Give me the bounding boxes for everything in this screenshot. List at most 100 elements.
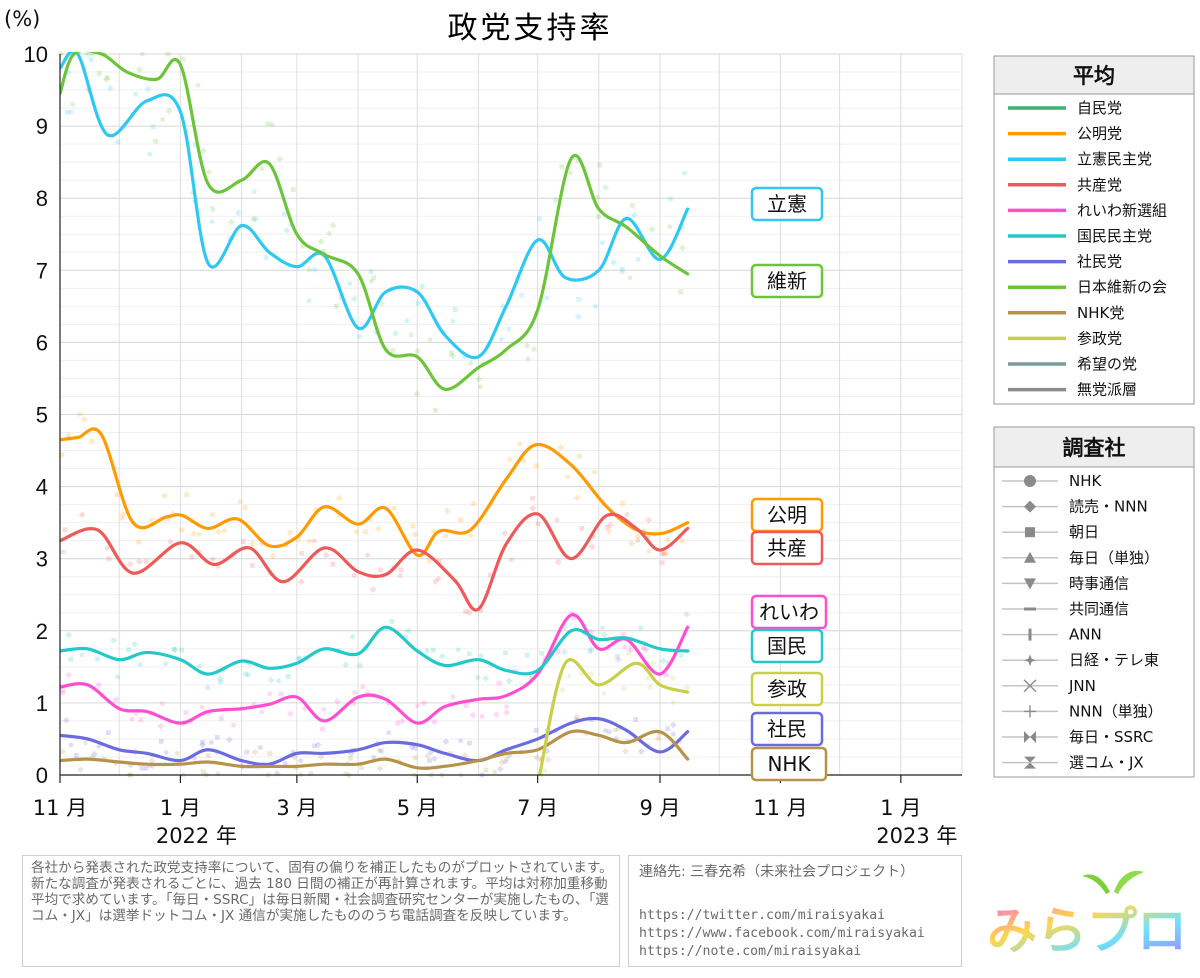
survey-point bbox=[189, 554, 194, 560]
survey-point bbox=[131, 640, 139, 648]
survey-point bbox=[645, 535, 651, 541]
survey-point bbox=[378, 748, 384, 754]
series-tag-label: 共産 bbox=[767, 536, 807, 560]
survey-point bbox=[679, 538, 685, 544]
survey-point bbox=[62, 716, 70, 724]
survey-point bbox=[660, 551, 665, 557]
survey-point bbox=[630, 211, 638, 219]
x-ticks: 11 月 1 月 3 月 5 月 7 月 9 月 11 月 1 月 2022 年 2023 年 bbox=[33, 796, 958, 848]
survey-point bbox=[251, 215, 259, 223]
survey-point bbox=[612, 727, 618, 733]
survey-point bbox=[311, 538, 317, 544]
survey-point bbox=[670, 731, 676, 737]
survey-point bbox=[665, 537, 671, 543]
survey-point bbox=[83, 740, 88, 746]
survey-point bbox=[508, 557, 514, 563]
x-year-label: 2023 年 bbox=[876, 824, 957, 848]
survey-point bbox=[597, 162, 603, 168]
survey-point bbox=[606, 521, 614, 529]
survey-point bbox=[287, 530, 293, 536]
survey-point bbox=[386, 730, 392, 736]
survey-point bbox=[614, 654, 620, 659]
survey-point bbox=[443, 507, 451, 515]
series-line-公明党 bbox=[60, 427, 690, 557]
survey-point bbox=[243, 671, 249, 677]
survey-point bbox=[326, 231, 332, 236]
twitter-link[interactable]: https://twitter.com/miraisyakai bbox=[639, 908, 886, 923]
survey-point bbox=[62, 527, 68, 533]
survey-point bbox=[285, 674, 291, 679]
survey-point bbox=[227, 218, 235, 226]
survey-point bbox=[113, 697, 119, 703]
survey-point bbox=[601, 631, 608, 639]
survey-point bbox=[84, 50, 92, 58]
survey-point bbox=[282, 761, 288, 767]
survey-point bbox=[79, 652, 85, 658]
survey-point bbox=[498, 336, 504, 342]
survey-point bbox=[215, 528, 222, 536]
survey-point bbox=[535, 521, 541, 527]
survey-point bbox=[180, 56, 186, 62]
y-tick-label: 9 bbox=[36, 114, 48, 139]
y-axis-label: (%) bbox=[4, 7, 40, 31]
survey-point bbox=[322, 551, 330, 559]
legend-label: 毎日（単独） bbox=[1069, 549, 1159, 567]
survey-point bbox=[678, 653, 684, 659]
survey-point bbox=[458, 517, 464, 523]
survey-point bbox=[504, 704, 510, 710]
survey-point bbox=[57, 50, 65, 58]
survey-point bbox=[107, 84, 114, 92]
survey-point bbox=[615, 726, 621, 731]
note-link[interactable]: https://note.com/miraisyakai bbox=[639, 944, 862, 959]
survey-point bbox=[143, 559, 149, 565]
facebook-link[interactable]: https://www.facebook.com/miraisyakai bbox=[639, 926, 925, 941]
y-tick-label: 2 bbox=[36, 619, 48, 644]
series-line-日本維新の会 bbox=[60, 52, 690, 391]
survey-point bbox=[430, 647, 436, 653]
survey-point bbox=[320, 726, 325, 732]
survey-point bbox=[531, 346, 537, 352]
survey-point bbox=[157, 722, 165, 730]
logo-text: みらプロ bbox=[990, 902, 1185, 960]
y-tick-label: 0 bbox=[36, 763, 48, 788]
legend-title: 平均 bbox=[1073, 64, 1115, 88]
survey-point bbox=[627, 275, 633, 281]
survey-point bbox=[662, 549, 670, 557]
survey-point bbox=[171, 646, 179, 653]
survey-point bbox=[404, 318, 410, 324]
survey-point bbox=[606, 529, 612, 535]
survey-point bbox=[663, 672, 669, 678]
survey-point bbox=[413, 347, 421, 355]
survey-point bbox=[502, 759, 508, 765]
survey-point bbox=[521, 458, 526, 464]
survey-point bbox=[571, 615, 577, 621]
survey-point bbox=[645, 675, 651, 681]
legend-label: 日本維新の会 bbox=[1077, 278, 1167, 296]
survey-point bbox=[376, 764, 384, 772]
x-tick-label: 9 月 bbox=[639, 796, 680, 820]
survey-point bbox=[620, 632, 626, 637]
survey-point bbox=[558, 686, 566, 694]
survey-point bbox=[115, 674, 121, 680]
survey-point bbox=[265, 121, 271, 127]
survey-point bbox=[427, 757, 432, 763]
series-line-立憲民主党 bbox=[60, 52, 690, 360]
survey-point bbox=[362, 529, 368, 535]
survey-point bbox=[115, 139, 121, 145]
survey-point bbox=[432, 578, 440, 585]
survey-point bbox=[559, 164, 565, 169]
bowtie-marker-icon bbox=[1024, 731, 1036, 743]
survey-point bbox=[398, 567, 404, 573]
survey-point bbox=[470, 500, 478, 508]
series-tag-box bbox=[750, 671, 824, 707]
survey-point bbox=[682, 170, 687, 176]
survey-point bbox=[668, 196, 673, 202]
series-line-れいわ新選組 bbox=[60, 613, 690, 725]
mirapro-logo: みらプロ bbox=[990, 870, 1185, 962]
method-note: 各社から発表された政党支持率について、固有の偏りを補正したものがプロットされてい… bbox=[22, 855, 620, 967]
survey-point bbox=[604, 525, 610, 530]
survey-point bbox=[160, 117, 166, 123]
survey-point bbox=[529, 504, 537, 512]
